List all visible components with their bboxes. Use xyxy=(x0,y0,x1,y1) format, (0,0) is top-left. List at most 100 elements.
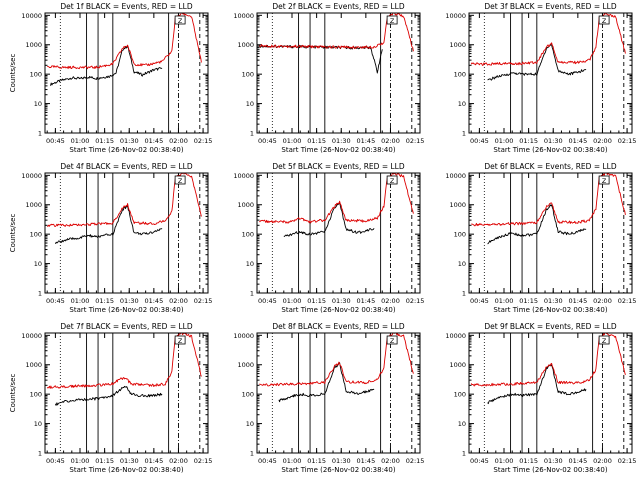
plot-frame xyxy=(256,172,421,294)
y-tick-label: 10000 xyxy=(445,332,466,340)
x-axis-label: Start Time (26-Nov-02 00:38:40) xyxy=(281,466,395,474)
x-tick-label: 01:15 xyxy=(307,137,326,145)
events-series-line xyxy=(487,44,587,81)
y-tick-label: 10 xyxy=(34,260,42,268)
y-tick-label: 100 xyxy=(242,231,254,239)
x-axis-label: Start Time (26-Nov-02 00:38:40) xyxy=(69,146,183,154)
x-tick-label: 00:45 xyxy=(46,137,65,145)
x-tick-label: 01:45 xyxy=(568,457,587,465)
panel-title: Det 8f BLACK = Events, RED = LLD xyxy=(272,322,405,331)
y-tick-label: 10 xyxy=(458,100,466,108)
y-tick-label: 10 xyxy=(34,100,42,108)
events-series-line xyxy=(54,385,163,406)
y-tick-label: 1 xyxy=(250,290,254,298)
x-tick-label: 01:00 xyxy=(495,457,514,465)
plot-frame xyxy=(256,12,421,134)
x-tick-label: 01:15 xyxy=(307,297,326,305)
y-tick-label: 10 xyxy=(246,420,254,428)
x-tick-label: 01:30 xyxy=(332,137,351,145)
events-series-line xyxy=(50,45,163,86)
y-tick-label: 100 xyxy=(242,391,254,399)
y-tick-label: 1000 xyxy=(449,41,466,49)
x-tick-label: 01:15 xyxy=(519,137,538,145)
panel-title: Det 7f BLACK = Events, RED = LLD xyxy=(60,322,193,331)
annotation-box xyxy=(386,335,398,345)
x-tick-label: 02:00 xyxy=(593,457,612,465)
annotation-box xyxy=(174,335,186,345)
y-tick-label: 1000 xyxy=(25,361,42,369)
x-tick-label: 02:15 xyxy=(194,297,213,305)
y-tick-label: 10 xyxy=(458,420,466,428)
annotation-label: Z xyxy=(178,17,183,25)
x-tick-label: 02:00 xyxy=(169,137,188,145)
y-tick-label: 1000 xyxy=(449,201,466,209)
plot-frame xyxy=(468,172,633,294)
annotation-label: Z xyxy=(178,337,183,345)
x-tick-label: 00:45 xyxy=(258,457,277,465)
x-tick-label: 01:00 xyxy=(71,297,90,305)
y-tick-label: 100 xyxy=(30,71,42,79)
y-tick-label: 1000 xyxy=(25,201,42,209)
panel-2: Det 2f BLACK = Events, RED = LLD 1 10 100 10… xyxy=(233,2,424,154)
y-tick-label: 1 xyxy=(38,290,42,298)
annotation-label: Z xyxy=(390,17,395,25)
y-tick-label: 1000 xyxy=(25,41,42,49)
events-series-line xyxy=(278,362,375,403)
x-tick-label: 01:30 xyxy=(544,297,563,305)
x-tick-label: 01:00 xyxy=(283,137,302,145)
panel-3: Det 3f BLACK = Events, RED = LLD 1 10 100 10… xyxy=(445,2,636,154)
x-tick-label: 02:15 xyxy=(406,457,425,465)
annotation-label: Z xyxy=(390,177,395,185)
y-tick-label: 10000 xyxy=(445,172,466,180)
panel-title: Det 5f BLACK = Events, RED = LLD xyxy=(272,162,405,171)
x-axis-label: Start Time (26-Nov-02 00:38:40) xyxy=(281,306,395,314)
y-tick-label: 100 xyxy=(30,391,42,399)
y-tick-label: 100 xyxy=(454,71,466,79)
plot-frame xyxy=(44,12,209,134)
panel-title: Det 1f BLACK = Events, RED = LLD xyxy=(60,2,193,11)
x-tick-label: 01:30 xyxy=(544,137,563,145)
x-tick-label: 02:00 xyxy=(381,457,400,465)
x-tick-label: 01:45 xyxy=(568,137,587,145)
plot-frame xyxy=(256,332,421,454)
y-tick-label: 10 xyxy=(246,100,254,108)
y-tick-label: 10 xyxy=(246,260,254,268)
x-tick-label: 01:00 xyxy=(283,457,302,465)
x-axis-label: Start Time (26-Nov-02 00:38:40) xyxy=(69,466,183,474)
panel-4: Det 4f BLACK = Events, RED = LLD 1 10 100 10… xyxy=(9,162,212,314)
y-tick-label: 1 xyxy=(38,450,42,458)
annotation-box xyxy=(386,175,398,185)
x-tick-label: 01:30 xyxy=(544,457,563,465)
y-tick-label: 1000 xyxy=(237,41,254,49)
x-tick-label: 01:30 xyxy=(332,297,351,305)
annotation-box xyxy=(386,15,398,25)
panel-title: Det 6f BLACK = Events, RED = LLD xyxy=(484,162,617,171)
y-axis-label: Counts/sec xyxy=(9,54,17,93)
x-tick-label: 01:45 xyxy=(144,137,163,145)
y-tick-label: 10 xyxy=(34,420,42,428)
events-series-line xyxy=(283,202,375,237)
x-tick-label: 02:00 xyxy=(593,137,612,145)
x-tick-label: 00:45 xyxy=(46,457,65,465)
x-tick-label: 01:00 xyxy=(283,297,302,305)
y-tick-label: 10 xyxy=(458,260,466,268)
y-tick-label: 1 xyxy=(462,290,466,298)
x-tick-label: 02:15 xyxy=(618,297,637,305)
x-tick-label: 02:00 xyxy=(381,137,400,145)
panel-8: Det 8f BLACK = Events, RED = LLD 1 10 100 10… xyxy=(233,322,424,474)
y-axis-label: Counts/sec xyxy=(9,214,17,253)
x-axis-label: Start Time (26-Nov-02 00:38:40) xyxy=(69,306,183,314)
x-tick-label: 02:15 xyxy=(618,137,637,145)
x-tick-label: 02:00 xyxy=(593,297,612,305)
x-tick-label: 01:30 xyxy=(120,457,139,465)
annotation-box xyxy=(174,175,186,185)
x-tick-label: 01:15 xyxy=(519,297,538,305)
events-series-line xyxy=(487,204,587,245)
x-tick-label: 02:15 xyxy=(406,297,425,305)
x-tick-label: 02:15 xyxy=(194,137,213,145)
y-tick-label: 1 xyxy=(250,450,254,458)
y-tick-label: 100 xyxy=(30,231,42,239)
x-tick-label: 01:00 xyxy=(495,137,514,145)
x-tick-label: 00:45 xyxy=(470,297,489,305)
